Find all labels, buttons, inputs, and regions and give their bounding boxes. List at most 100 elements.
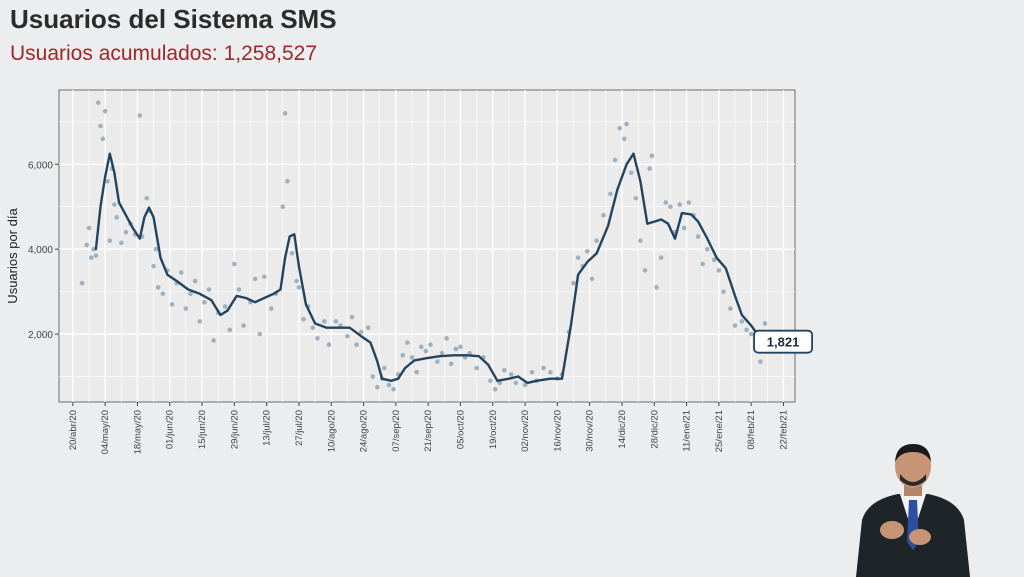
data-point: [301, 316, 306, 322]
data-point: [444, 336, 449, 341]
data-point: [333, 319, 339, 324]
data-point: [758, 359, 763, 364]
data-point: [522, 382, 528, 388]
data-point: [762, 321, 768, 326]
data-point: [296, 285, 302, 290]
data-point: [365, 325, 371, 331]
data-point: [345, 333, 350, 339]
data-point: [232, 261, 237, 267]
x-tick-label: 15/jun/20: [197, 410, 208, 449]
data-point: [695, 234, 701, 239]
data-point: [608, 191, 613, 197]
x-tick-label: 22/feb/21: [778, 410, 789, 450]
data-point: [211, 338, 216, 343]
data-point: [84, 242, 89, 248]
data-point: [548, 369, 553, 375]
last-value-label-box: [753, 329, 813, 354]
x-tick-label: 30/nov/20: [585, 410, 596, 452]
data-point: [268, 306, 274, 311]
data-point: [280, 204, 286, 210]
x-tick-label: 27/jul/20: [294, 410, 305, 446]
data-point: [711, 257, 717, 263]
data-point: [594, 238, 599, 243]
x-tick-label: 25/ene/21: [714, 410, 725, 452]
cumulative-users-subtitle: Usuarios acumulados: 1,258,527: [10, 42, 318, 65]
data-point: [642, 268, 648, 273]
data-point: [370, 374, 376, 379]
data-point: [575, 255, 581, 260]
x-tick-label: 08/feb/21: [746, 410, 757, 450]
data-point: [501, 367, 507, 373]
data-point: [458, 344, 463, 350]
data-point: [358, 329, 364, 335]
data-point: [541, 365, 546, 371]
data-point: [700, 261, 706, 267]
data-point: [571, 280, 576, 286]
data-point: [405, 340, 410, 345]
page-title: Usuarios del Sistema SMS: [10, 4, 337, 34]
data-point: [192, 278, 198, 284]
y-tick-label: 6,000: [28, 160, 53, 171]
trend-line: [94, 152, 757, 385]
data-point: [585, 249, 590, 254]
data-point: [647, 166, 652, 171]
data-point: [739, 319, 745, 324]
x-tick-label: 02/nov/20: [520, 410, 531, 452]
data-point: [95, 100, 101, 106]
data-point: [744, 327, 749, 333]
data-point: [257, 331, 263, 337]
data-point: [91, 246, 96, 252]
data-point: [289, 251, 295, 256]
data-point: [621, 136, 627, 142]
data-point: [169, 302, 175, 307]
x-tick-label: 29/jun/20: [229, 410, 240, 449]
data-point: [654, 285, 659, 290]
data-point: [118, 240, 124, 246]
data-point: [423, 348, 429, 354]
x-tick-label: 07/sep/20: [391, 410, 402, 452]
data-point: [681, 225, 687, 231]
data-point: [178, 270, 184, 275]
data-point: [89, 255, 94, 260]
data-point: [400, 353, 406, 358]
data-point: [100, 136, 106, 142]
data-point: [529, 369, 535, 375]
data-point: [315, 336, 320, 341]
x-tick-label: 24/ago/20: [359, 410, 370, 452]
last-value-label: 1,821: [767, 335, 800, 350]
y-tick-label: 2,000: [28, 330, 53, 341]
data-point: [262, 274, 267, 280]
data-point: [375, 384, 380, 390]
data-point: [601, 212, 606, 218]
data-point: [160, 291, 166, 297]
data-point: [721, 289, 726, 294]
data-point: [453, 346, 459, 352]
data-point: [112, 202, 117, 207]
data-point: [86, 225, 92, 231]
x-tick-label: 10/ago/20: [326, 410, 337, 452]
data-point: [227, 327, 233, 333]
data-point: [282, 111, 288, 116]
data-point: [236, 287, 242, 292]
data-point: [151, 263, 156, 269]
data-point: [197, 319, 203, 324]
data-point: [663, 200, 669, 205]
data-point: [155, 285, 161, 290]
data-point: [435, 359, 440, 364]
data-point: [732, 323, 738, 328]
data-point: [222, 304, 228, 309]
data-point: [589, 276, 595, 282]
x-tick-label: 11/ene/21: [682, 410, 693, 452]
data-point: [428, 342, 433, 347]
x-tick-label: 21/sep/20: [423, 410, 434, 452]
data-point: [668, 204, 673, 210]
data-point: [474, 365, 479, 371]
data-point: [488, 378, 493, 384]
data-point: [409, 355, 415, 360]
data-point: [633, 195, 639, 201]
data-point: [414, 369, 419, 375]
data-point: [705, 246, 710, 252]
data-point: [418, 344, 424, 350]
data-point: [105, 178, 110, 184]
